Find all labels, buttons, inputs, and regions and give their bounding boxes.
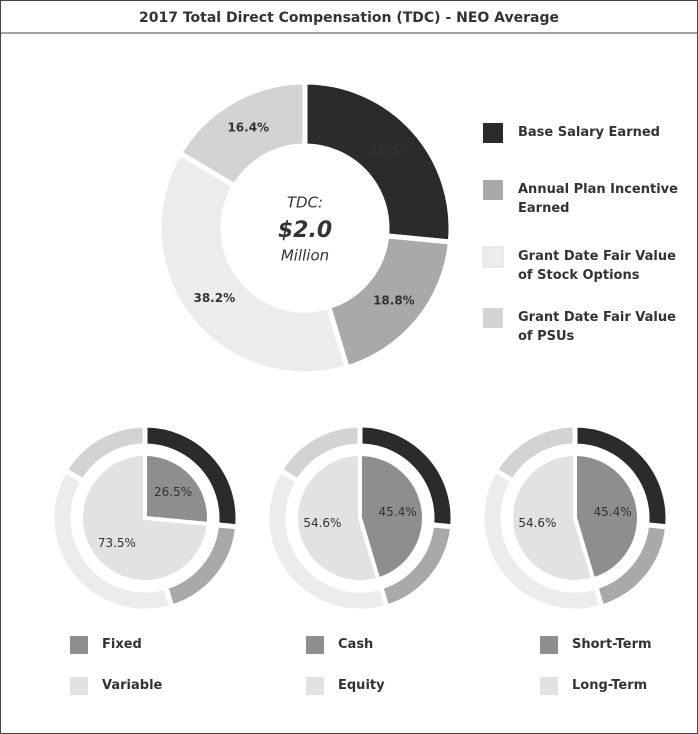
segment — [573, 451, 641, 582]
center-text: $2.0 — [278, 218, 332, 243]
segment — [143, 451, 211, 527]
segment — [491, 422, 578, 485]
segment — [325, 233, 454, 371]
data-label: 18.8% — [373, 293, 415, 307]
legend-swatch — [482, 246, 504, 268]
legend-label: Annual Plan Incentive Earned — [518, 182, 678, 216]
data-label: 54.6% — [303, 516, 341, 530]
data-label: 26.5% — [369, 143, 411, 157]
legend-label: Variable — [102, 678, 163, 693]
segment — [176, 79, 308, 190]
segment — [276, 422, 363, 485]
data-label: 16.4% — [227, 120, 269, 134]
data-label: 45.4% — [594, 505, 632, 519]
chart-title: 2017 Total Direct Compensation (TDC) - N… — [139, 10, 559, 26]
center-text: Million — [281, 247, 329, 265]
legend-label: Cash — [338, 637, 374, 652]
segment — [509, 451, 596, 584]
data-label: 54.6% — [518, 516, 556, 530]
data-label: 38.2% — [193, 291, 235, 305]
data-label: 45.4% — [379, 505, 417, 519]
legend-swatch — [483, 180, 503, 200]
legend-swatch — [483, 123, 503, 143]
segment — [79, 451, 211, 584]
legend-swatch — [306, 677, 324, 695]
legend-label: Short-Term — [572, 637, 652, 652]
data-label: 26.5% — [154, 485, 192, 499]
legend-label: Grant Date Fair Value of Stock Options — [518, 249, 676, 283]
legend-swatch — [483, 308, 503, 328]
segment — [156, 149, 351, 377]
segment — [358, 451, 426, 582]
legend-label: Long-Term — [572, 678, 648, 693]
legend-label: Base Salary Earned — [518, 125, 660, 140]
legend-swatch — [540, 677, 558, 695]
segment — [61, 422, 148, 485]
legend-swatch — [70, 636, 88, 654]
legend-swatch — [540, 636, 558, 654]
center-text: TDC: — [287, 194, 323, 212]
legend-swatch — [70, 677, 88, 695]
legend-label: Equity — [338, 678, 385, 693]
legend-label: Grant Date Fair Value of PSUs — [518, 310, 676, 344]
legend-swatch — [306, 636, 324, 654]
data-label: 73.5% — [98, 536, 136, 550]
segment — [302, 79, 454, 245]
segment — [294, 451, 381, 584]
legend-label: Fixed — [102, 637, 142, 652]
